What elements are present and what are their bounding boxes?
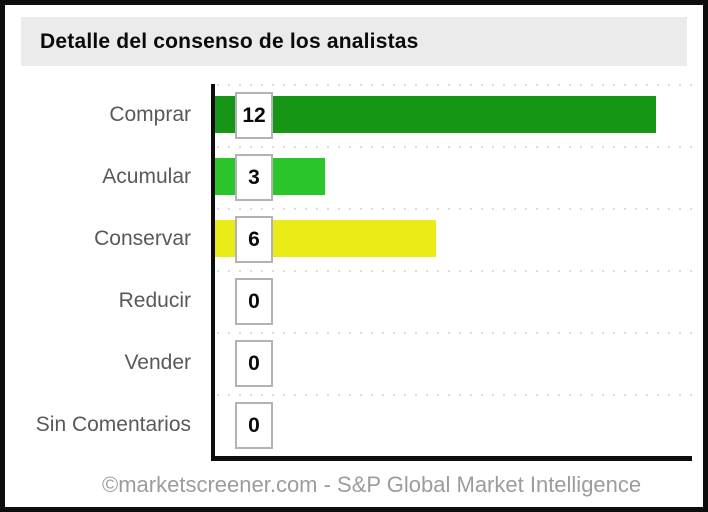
value-label-acumular: 3 xyxy=(248,165,260,189)
x-axis-line xyxy=(211,456,692,461)
value-box-sin-comentarios: 0 xyxy=(235,402,273,449)
chart-title: Detalle del consenso de los analistas xyxy=(40,29,419,53)
category-label-conservar: Conservar xyxy=(94,227,191,250)
row-plot: 0 xyxy=(211,332,692,394)
chart-row-vender: Vender 0 xyxy=(21,332,692,394)
value-label-vender: 0 xyxy=(248,351,260,375)
value-label-reducir: 0 xyxy=(248,289,260,313)
row-plot: 12 xyxy=(211,84,692,146)
chart-row-sin-comentarios: Sin Comentarios 0 xyxy=(21,394,692,456)
chart-plot-area: Comprar 12 Acumular 3 Conservar xyxy=(21,84,692,461)
value-box-vender: 0 xyxy=(235,340,273,387)
category-label-comprar: Comprar xyxy=(109,103,191,126)
copyright-credit: ©marketscreener.com - S&P Global Market … xyxy=(102,472,642,497)
row-plot: 0 xyxy=(211,394,692,456)
value-box-comprar: 12 xyxy=(235,92,273,139)
category-label-vender: Vender xyxy=(124,351,191,374)
category-label-sin-comentarios: Sin Comentarios xyxy=(35,413,191,436)
category-label-reducir: Reducir xyxy=(118,289,191,312)
y-axis-line xyxy=(211,84,215,461)
value-box-reducir: 0 xyxy=(235,278,273,325)
value-label-comprar: 12 xyxy=(242,103,266,127)
row-plot: 3 xyxy=(211,146,692,208)
value-box-acumular: 3 xyxy=(235,154,273,201)
row-plot: 0 xyxy=(211,270,692,332)
chart-row-conservar: Conservar 6 xyxy=(21,208,692,270)
row-plot: 6 xyxy=(211,208,692,270)
chart-row-acumular: Acumular 3 xyxy=(21,146,692,208)
chart-row-reducir: Reducir 0 xyxy=(21,270,692,332)
chart-title-bar: Detalle del consenso de los analistas xyxy=(21,17,687,66)
chart-row-comprar: Comprar 12 xyxy=(21,84,692,146)
value-label-sin-comentarios: 0 xyxy=(248,413,260,437)
value-box-conservar: 6 xyxy=(235,216,273,263)
value-label-conservar: 6 xyxy=(248,227,260,251)
bar-comprar xyxy=(215,96,656,133)
category-label-acumular: Acumular xyxy=(102,165,191,188)
